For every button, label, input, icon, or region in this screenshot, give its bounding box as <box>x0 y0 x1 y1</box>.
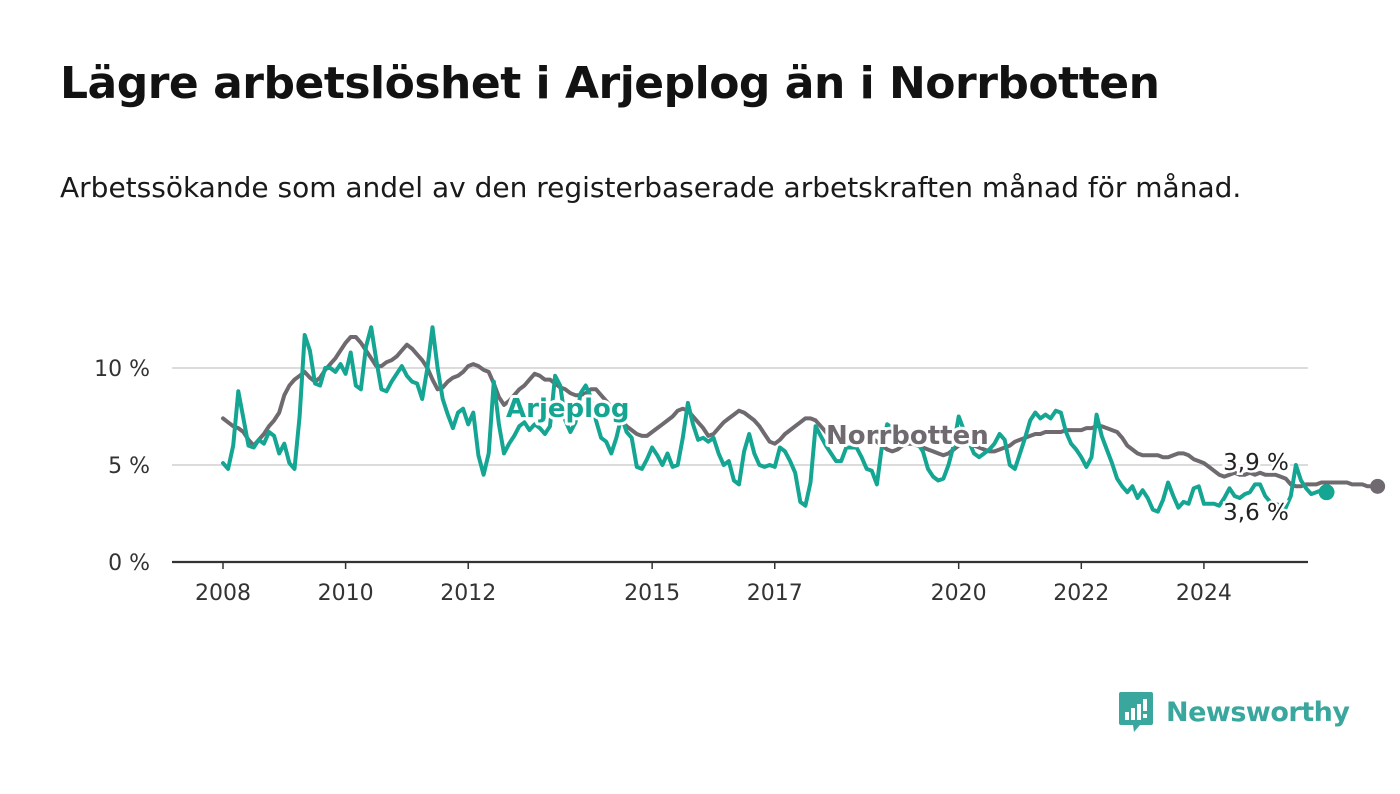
series-labels: 3,9 % 3,6 % Arjeplog Norrbotten <box>503 391 1291 529</box>
y-axis-ticks: 0 % 5 % 10 % <box>94 357 150 576</box>
chart-subtitle: Arbetssökande som andel av den registerb… <box>60 171 1242 204</box>
end-marker-norrbotten <box>1370 478 1386 494</box>
end-label-norrbotten: 3,9 % <box>1223 450 1289 476</box>
x-axis-ticks: 2008 2010 2012 2015 2017 2020 2022 2024 <box>195 562 1232 606</box>
x-tick-label: 2012 <box>440 581 496 606</box>
x-tick-label: 2022 <box>1053 581 1109 606</box>
series-line-arjeplog <box>221 325 1329 514</box>
series-line-norrbotten <box>221 335 1380 489</box>
series-label-norrbotten: Norrbotten <box>826 421 989 451</box>
end-label-arjeplog: 3,6 % <box>1223 500 1289 526</box>
end-marker-arjeplog <box>1318 484 1335 501</box>
brand-name: Newsworthy <box>1166 696 1350 728</box>
chart-title: Lägre arbetslöshet i Arjeplog än i Norrb… <box>60 58 1160 109</box>
x-tick-label: 2010 <box>318 581 374 606</box>
x-tick-label: 2024 <box>1176 581 1232 606</box>
newsworthy-logo-icon <box>1119 692 1153 732</box>
x-tick-label: 2015 <box>624 581 680 606</box>
y-tick-label: 5 % <box>108 454 150 479</box>
x-tick-label: 2008 <box>195 581 251 606</box>
y-tick-label: 0 % <box>108 551 150 576</box>
x-tick-label: 2017 <box>747 581 803 606</box>
newsworthy-brand: Newsworthy <box>1118 690 1350 734</box>
series-label-arjeplog: Arjeplog <box>506 394 630 424</box>
y-tick-label: 10 % <box>94 357 150 382</box>
x-tick-label: 2020 <box>931 581 987 606</box>
series-lines <box>221 325 1386 514</box>
